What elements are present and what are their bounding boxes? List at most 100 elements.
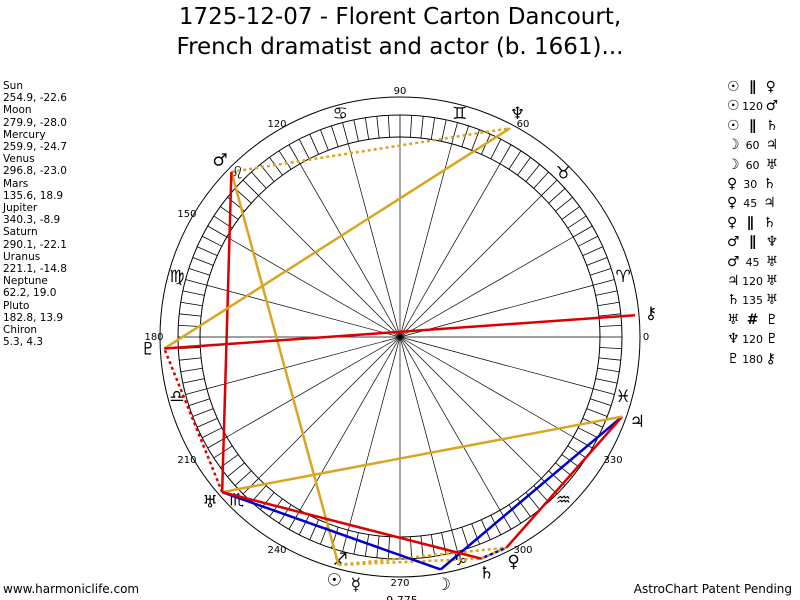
planet-name: Jupiter bbox=[3, 202, 38, 215]
aspect-planet: ☉ bbox=[727, 117, 740, 134]
band-tick bbox=[441, 119, 447, 142]
aspect-planet: ☉ bbox=[727, 79, 740, 95]
band-tick bbox=[441, 532, 447, 555]
band-tick bbox=[567, 445, 587, 459]
aspect-planet: ♅ bbox=[765, 253, 779, 270]
zodiac-sign: ♊ bbox=[452, 104, 467, 124]
footer-right: AstroChart Patent Pending bbox=[633, 582, 792, 596]
band-tick bbox=[197, 417, 218, 428]
aspect-type: 120 bbox=[742, 100, 764, 114]
aspect-row: ☉ ∥ ♄ bbox=[727, 117, 778, 136]
band-tick bbox=[342, 122, 349, 144]
aspect-type: 45 bbox=[743, 197, 758, 211]
aspect-type: # bbox=[746, 311, 759, 328]
radial-line bbox=[226, 236, 401, 338]
aspect-planet: ♆ bbox=[765, 234, 779, 251]
radial-line bbox=[347, 336, 401, 531]
planet-glyph: ♅ bbox=[202, 493, 217, 513]
aspect-type: ∥ bbox=[746, 214, 754, 231]
aspect-row: ♂ ∥ ♆ bbox=[727, 233, 778, 252]
zodiac-sign: ♉ bbox=[556, 164, 571, 184]
aspect-row: ☉ 120 ♂ bbox=[727, 97, 778, 116]
title-line: 1725-12-07 - Florent Carton Dancourt, bbox=[178, 4, 622, 30]
aspect-row: ♀ ∥ ♄ bbox=[727, 214, 778, 233]
aspect-type: 120 bbox=[742, 333, 764, 347]
degree-label: 180 bbox=[144, 332, 163, 343]
aspect-row: ♄ 135 ♅ bbox=[727, 291, 778, 310]
band-tick bbox=[188, 398, 210, 406]
band-tick bbox=[197, 246, 218, 257]
band-tick bbox=[376, 116, 380, 139]
band-tick bbox=[182, 290, 205, 296]
band-tick bbox=[471, 523, 480, 545]
aspect-type: 120 bbox=[742, 275, 764, 289]
planet-coords: 62.2, 19.0 bbox=[3, 287, 57, 300]
aspect-line bbox=[221, 490, 482, 560]
band-tick bbox=[499, 510, 512, 530]
aspect-line bbox=[338, 546, 507, 567]
planet-name: Moon bbox=[3, 104, 32, 117]
band-tick bbox=[599, 324, 622, 327]
planet-name: Neptune bbox=[3, 275, 48, 288]
band-tick bbox=[548, 188, 566, 204]
band-tick bbox=[573, 225, 593, 238]
radial-line bbox=[399, 143, 453, 338]
band-tick bbox=[541, 179, 558, 196]
aspect-row: ♃ 120 ♅ bbox=[727, 272, 778, 291]
band-tick bbox=[590, 268, 612, 276]
band-tick bbox=[331, 125, 339, 147]
footer-left: www.harmoniclife.com bbox=[3, 582, 140, 596]
band-tick bbox=[178, 324, 201, 327]
band-tick bbox=[309, 134, 320, 155]
aspect-row: ☽ 60 ♃ bbox=[727, 136, 778, 155]
aspect-line bbox=[230, 171, 340, 566]
band-tick bbox=[192, 257, 214, 266]
aspect-planet: ♀ bbox=[727, 195, 738, 212]
planet-glyph: ⚷ bbox=[645, 304, 657, 324]
aspect-line bbox=[221, 415, 623, 494]
degree-label: 270 bbox=[390, 578, 409, 589]
band-tick bbox=[599, 347, 622, 350]
radial-line bbox=[399, 336, 501, 511]
planet-coords: 135.6, 18.9 bbox=[3, 189, 64, 202]
aspect-planet: ♇ bbox=[765, 311, 779, 328]
planet-coords: 340.3, -8.9 bbox=[3, 214, 61, 227]
band-tick bbox=[451, 122, 458, 144]
radial-line bbox=[258, 195, 401, 338]
band-tick bbox=[595, 378, 618, 384]
band-tick bbox=[353, 119, 359, 142]
aspect-planet: ♃ bbox=[727, 273, 740, 290]
aspect-line bbox=[163, 348, 224, 493]
aspect-planet: ♅ bbox=[765, 292, 779, 309]
degree-label: 60 bbox=[517, 119, 530, 130]
band-tick bbox=[202, 235, 222, 247]
aspect-planet: ♆ bbox=[727, 331, 740, 348]
planet-glyph: ♃ bbox=[630, 412, 645, 432]
aspect-type: ∥ bbox=[749, 117, 757, 134]
radial-line bbox=[399, 236, 574, 338]
aspect-planet: ♀ bbox=[727, 214, 738, 231]
aspect-planet: ♃ bbox=[763, 195, 776, 212]
aspect-row: ♆ 120 ♇ bbox=[727, 330, 778, 349]
outer-circle bbox=[159, 96, 641, 578]
planet-glyph: ♇ bbox=[141, 339, 156, 359]
band-tick bbox=[387, 536, 390, 559]
band-tick bbox=[342, 530, 349, 552]
radial-line bbox=[399, 336, 574, 438]
degree-label: 330 bbox=[603, 455, 622, 466]
degree-label: 150 bbox=[177, 209, 196, 220]
aspect-type: 135 bbox=[742, 294, 764, 308]
band-tick bbox=[533, 171, 549, 189]
planet-name: Uranus bbox=[3, 250, 41, 263]
band-tick bbox=[192, 408, 214, 417]
band-tick bbox=[517, 157, 531, 176]
band-tick bbox=[387, 115, 390, 138]
zodiac-sign: ♓ bbox=[616, 387, 631, 407]
aspect-line bbox=[164, 313, 636, 350]
zodiac-sign: ♋ bbox=[333, 104, 348, 124]
planet-name: Mars bbox=[3, 177, 29, 190]
aspect-row: ♅ # ♇ bbox=[727, 311, 778, 330]
band-tick bbox=[180, 301, 203, 307]
